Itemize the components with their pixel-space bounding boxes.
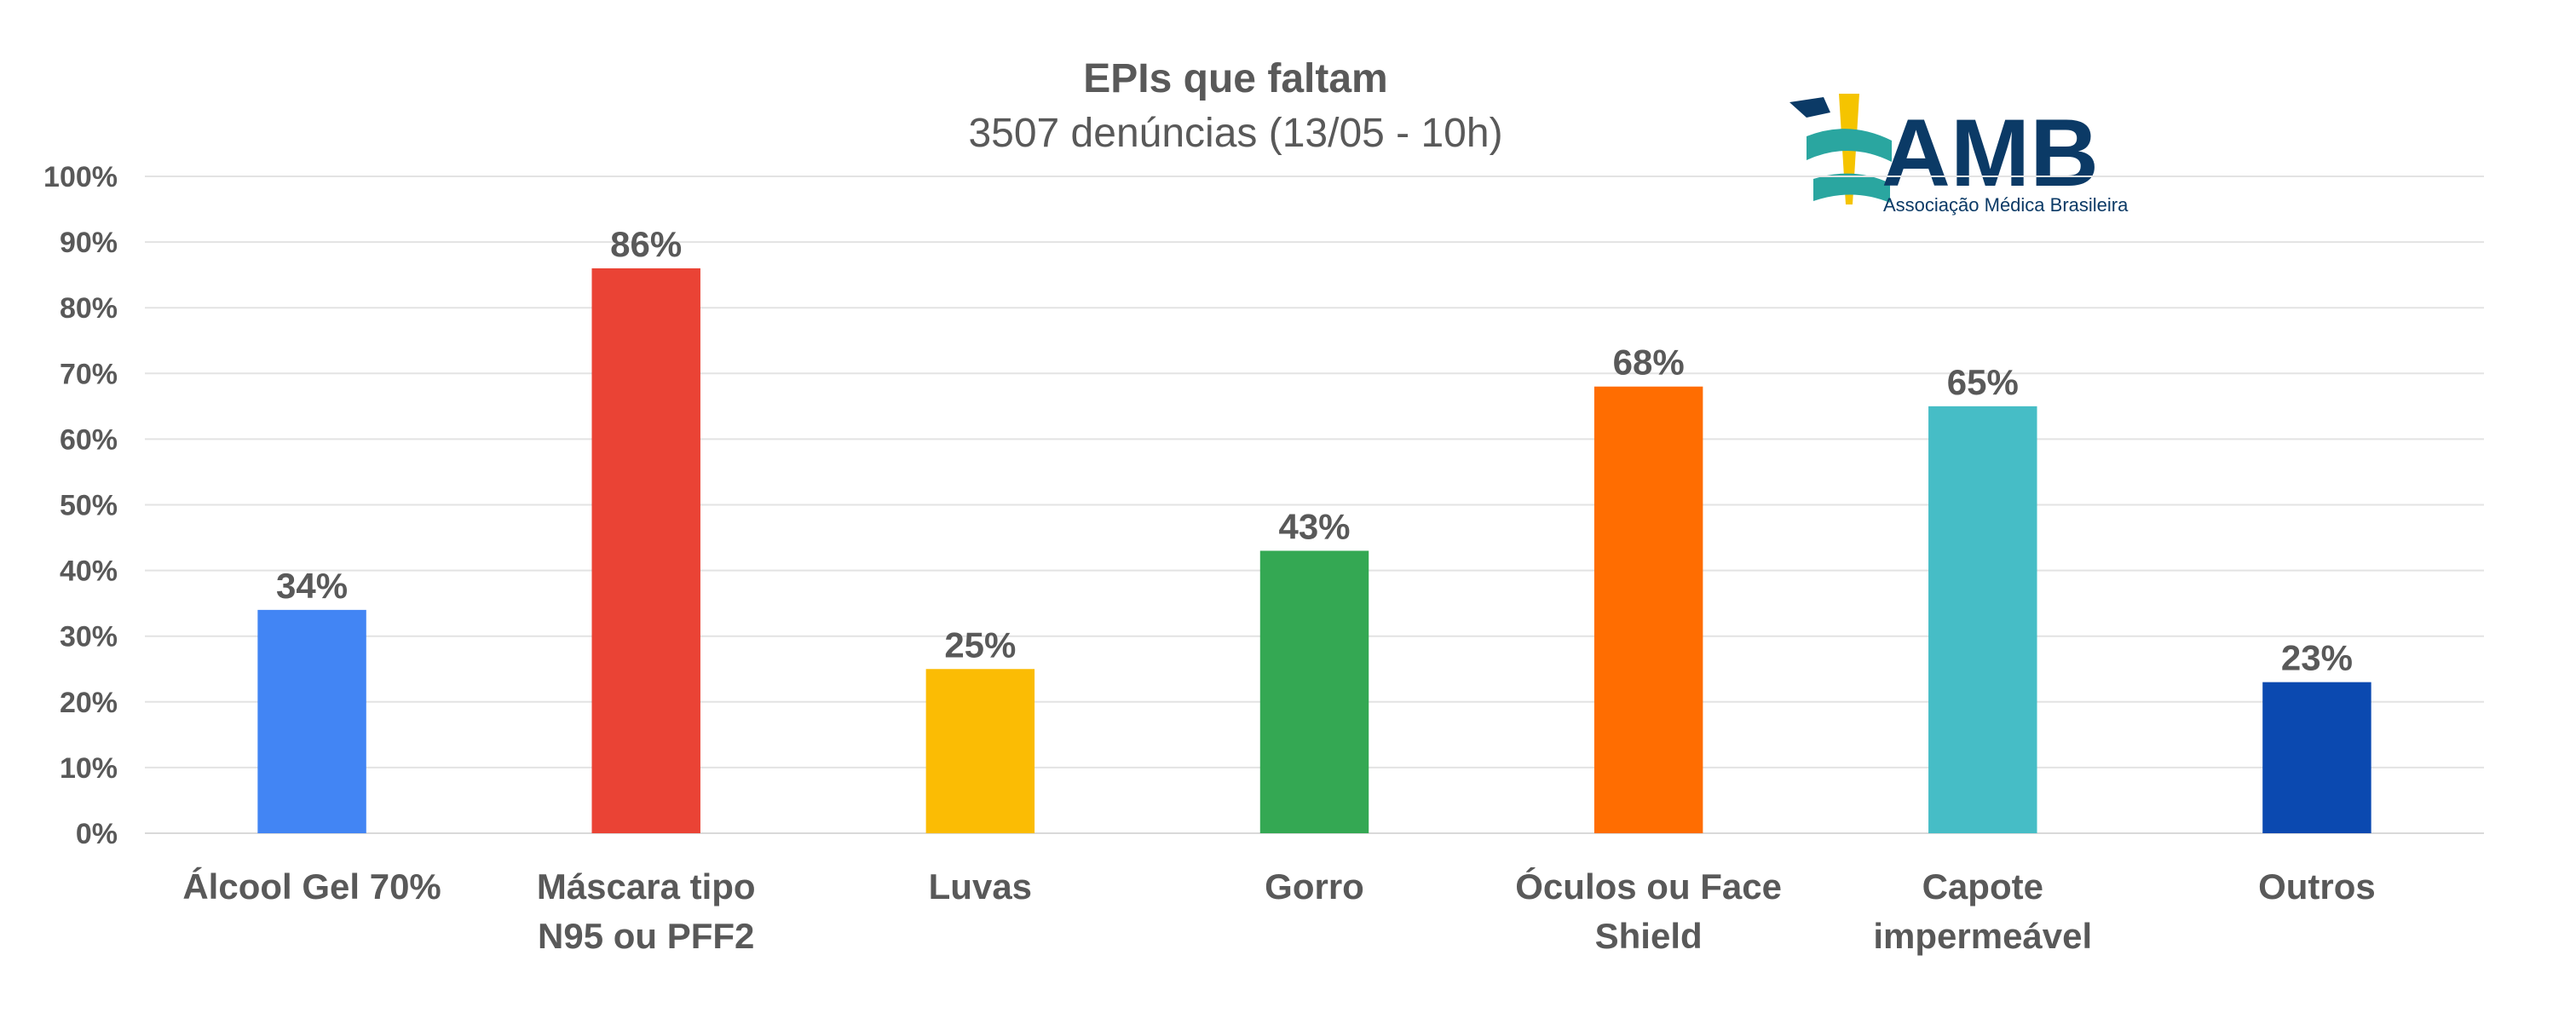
x-tick-label: Máscara tipo N95 ou PFF2 (537, 866, 756, 956)
data-label: 43% (1278, 506, 1350, 546)
y-tick-label: 100% (43, 161, 118, 193)
y-tick-label: 10% (60, 752, 118, 785)
data-label: 23% (2281, 638, 2353, 678)
data-label: 68% (1613, 342, 1685, 383)
x-tick-label: Gorro (1265, 866, 1364, 907)
y-tick-label: 60% (60, 423, 118, 456)
bar (925, 669, 1035, 833)
data-label: 25% (944, 624, 1016, 665)
data-labels: 34% 86% 25% 43% 68% 65% 23% (276, 224, 2353, 678)
logo-name: AMB (1882, 100, 2099, 206)
data-label: 65% (1947, 362, 2019, 402)
data-label: 86% (610, 224, 682, 264)
bar (257, 609, 366, 833)
x-tick-label: Outros (2258, 866, 2376, 907)
x-tick-label: Capote impermeável (1873, 866, 2092, 956)
logo-snake (1807, 129, 1892, 203)
bar (1593, 386, 1703, 834)
y-tick-label: 20% (60, 687, 118, 719)
bar (1259, 550, 1369, 833)
y-tick-label: 40% (60, 555, 118, 588)
bar (1928, 406, 2037, 833)
logo-subtitle: Associação Médica Brasileira (1883, 194, 2129, 216)
y-tick-label: 80% (60, 292, 118, 325)
y-tick-label: 50% (60, 490, 118, 522)
logo-snake-head (1789, 97, 1830, 118)
y-tick-label: 30% (60, 621, 118, 653)
y-tick-label: 90% (60, 227, 118, 259)
x-axis-labels: Álcool Gel 70% Máscara tipo N95 ou PFF2 Luv… (182, 866, 2375, 956)
chart-subtitle: 3507 denúncias (13/05 - 10h) (968, 111, 1502, 156)
x-tick-label: Álcool Gel 70% (182, 866, 441, 907)
bars (257, 268, 2371, 834)
y-axis-ticks: 0% 10% 20% 30% 40% 50% 60% 70% 80% 90% 100% (43, 161, 118, 850)
bar (591, 268, 700, 833)
y-tick-label: 0% (76, 818, 118, 850)
data-label: 34% (276, 566, 348, 606)
amb-logo: AMB Associação Médica Brasileira (1789, 94, 2129, 216)
x-tick-label: Óculos ou Face Shield (1515, 866, 1782, 956)
chart-title: EPIs que faltam (1083, 56, 1387, 101)
y-tick-label: 70% (60, 358, 118, 390)
bar (2262, 682, 2371, 833)
x-tick-label: Luvas (929, 866, 1032, 907)
